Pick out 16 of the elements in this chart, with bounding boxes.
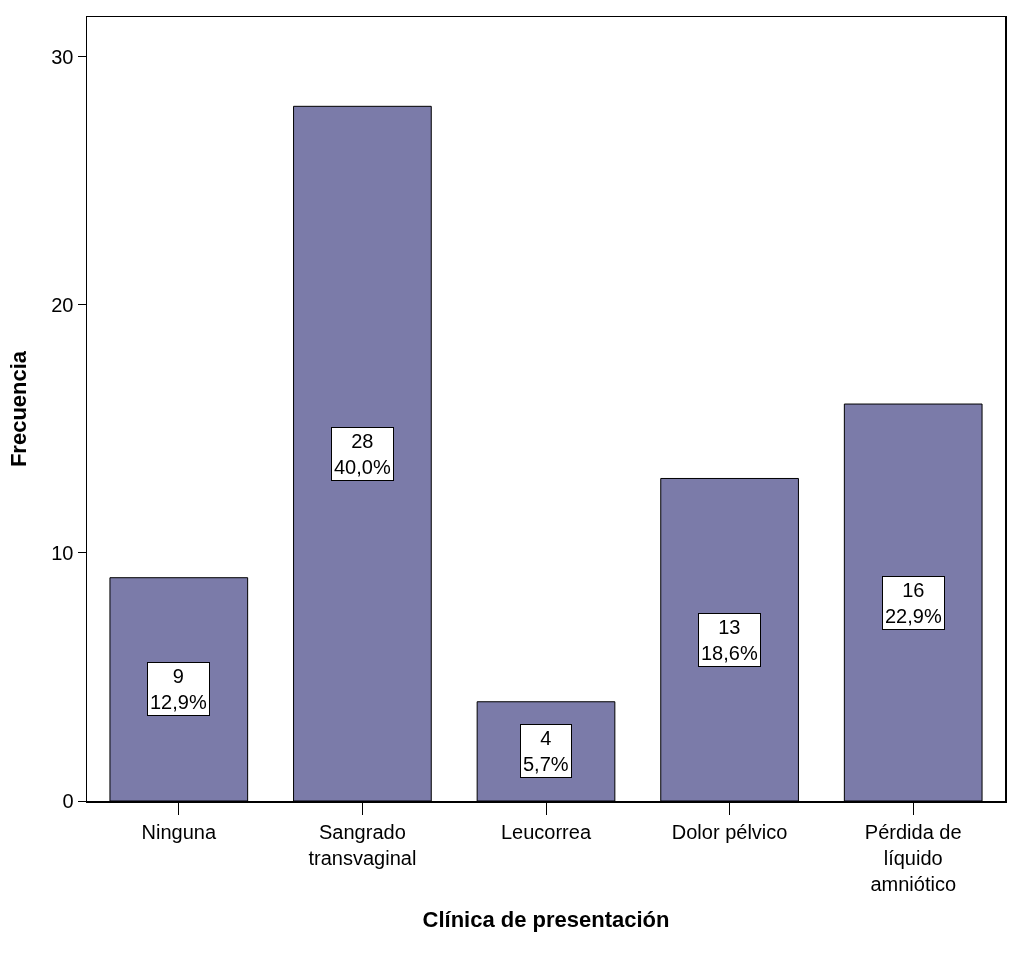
x-tick-label: Pérdida de líquido amniótico: [864, 820, 962, 895]
y-tick-label: 30: [51, 45, 74, 68]
x-tick-label: Ninguna: [141, 820, 217, 843]
x-tick-label: Leucorrea: [500, 820, 592, 843]
y-tick-label: 0: [62, 790, 74, 812]
x-tick-label: Dolor pélvico: [671, 820, 788, 843]
data-label: 9 12,9%: [150, 665, 207, 713]
data-label: 13 18,6%: [701, 616, 758, 664]
y-tick-label: 20: [51, 293, 74, 316]
x-tick-label: Sangrado transvaginal: [308, 820, 417, 869]
x-axis-title: Clínica de presentación: [422, 907, 670, 933]
data-label: 16 22,9%: [885, 579, 942, 627]
data-label: 28 40,0%: [334, 430, 391, 478]
y-tick-label: 10: [51, 541, 74, 564]
y-axis-title: Frecuencia: [6, 350, 32, 468]
data-label: 4 5,7%: [523, 727, 569, 775]
